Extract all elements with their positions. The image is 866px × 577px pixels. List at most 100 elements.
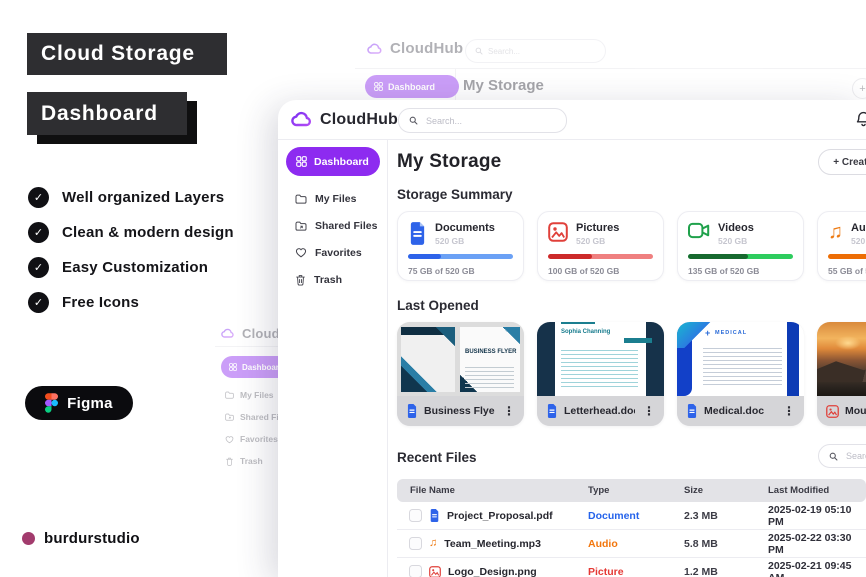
file-size: 1.2 MB <box>684 565 718 577</box>
recent-files-table: File Name Type Size Last Modified P <box>397 479 866 577</box>
section-heading-last-opened: Last Opened <box>397 298 479 313</box>
dashboard-grid-icon <box>374 82 383 91</box>
row-checkbox[interactable] <box>409 509 422 522</box>
check-icon: ✓ <box>28 221 49 243</box>
file-name: Project_Proposal.pdf <box>447 509 553 522</box>
sidebar-item-trash[interactable]: Trash <box>278 266 387 293</box>
folder-icon <box>225 391 234 399</box>
file-size: 2.3 MB <box>684 509 718 522</box>
heart-icon <box>295 248 307 258</box>
divider <box>215 346 305 347</box>
search-icon <box>409 116 418 125</box>
file-modified: 2025-02-22 03:30 PM <box>768 531 852 556</box>
file-card-footer: Business Flyer.svg ⋮ <box>397 396 524 426</box>
summary-card-pictures[interactable]: Pictures 520 GB 100 GB of 520 GB <box>537 211 664 281</box>
nav-label: Dashboard <box>314 155 369 168</box>
card-title: Audio <box>851 222 866 234</box>
file-card-footer: Mount <box>817 396 866 426</box>
studio-dot-icon <box>22 532 35 545</box>
more-options-icon[interactable]: ⋮ <box>783 404 795 418</box>
check-icon: ✓ <box>28 256 49 278</box>
table-header: File Name Type Size Last Modified <box>397 479 866 502</box>
nav-label: Favorites <box>315 246 362 259</box>
header-search[interactable] <box>398 108 567 133</box>
promo-title-line1: Cloud Storage <box>27 33 227 75</box>
file-name: Mount <box>845 405 866 417</box>
nav-label: Dashboard <box>388 81 436 92</box>
file-card-medical[interactable]: + MEDICAL Medical.doc ⋮ <box>677 322 804 426</box>
figma-badge[interactable]: Figma <box>25 386 133 420</box>
card-quota: 520 GB <box>718 236 748 246</box>
check-icon: ✓ <box>28 291 49 313</box>
search-input[interactable] <box>844 450 866 462</box>
picture-file-icon <box>826 404 839 418</box>
document-file-icon <box>547 404 557 418</box>
nav-label: My Files <box>240 390 274 400</box>
file-name: Business Flyer.svg <box>424 405 495 417</box>
file-modified: 2025-02-21 09:45 AM <box>768 559 852 577</box>
card-usage: 55 GB of 520 GB <box>828 266 866 276</box>
feature-item: ✓ Well organized Layers <box>28 186 234 208</box>
row-checkbox[interactable] <box>409 537 422 550</box>
row-checkbox[interactable] <box>409 565 422 577</box>
file-thumbnail: Sophia Channing <box>537 322 664 396</box>
nav-label: Shared Files <box>315 219 378 232</box>
audio-note-icon: ♫ <box>429 537 438 549</box>
ghost-nav-shared-files: Shared Files <box>225 412 291 422</box>
ghost-page-title: My Storage <box>463 77 544 94</box>
progress-fill <box>548 254 593 259</box>
shared-folder-icon <box>295 221 307 231</box>
create-button[interactable]: + Create <box>818 149 866 175</box>
picture-file-icon <box>548 222 568 242</box>
summary-card-videos[interactable]: Videos 520 GB 135 GB of 520 GB <box>677 211 804 281</box>
progress-fill <box>828 254 866 259</box>
ghost-nav-my-files: My Files <box>225 390 274 400</box>
sidebar-item-my-files[interactable]: My Files <box>278 185 387 212</box>
ghost-nav-dashboard: Dashboard <box>365 75 459 98</box>
card-quota: 520 GB <box>851 236 866 246</box>
card-quota: 520 GB <box>435 236 465 246</box>
studio-credit: burdurstudio <box>22 530 140 547</box>
nav-label: Favorites <box>240 434 278 444</box>
file-card-letterhead[interactable]: Sophia Channing Letterhead.doc ⋮ <box>537 322 664 426</box>
table-row[interactable]: Project_Proposal.pdf Document 2.3 MB 202… <box>397 502 866 530</box>
feature-label: Free Icons <box>62 293 140 311</box>
thumb-text: Sophia Channing <box>561 329 611 335</box>
table-row[interactable]: ♫ Team_Meeting.mp3 Audio 5.8 MB 2025-02-… <box>397 530 866 558</box>
feature-list: ✓ Well organized Layers ✓ Clean & modern… <box>28 186 234 326</box>
search-placeholder: Search... <box>488 46 521 56</box>
file-card-mountain[interactable]: Mount <box>817 322 866 426</box>
progress-fill <box>408 254 441 259</box>
figma-label: Figma <box>67 394 113 412</box>
file-thumbnail: + MEDICAL <box>677 322 804 396</box>
feature-item: ✓ Free Icons <box>28 291 234 313</box>
nav-label: Trash <box>240 456 263 466</box>
sidebar-item-dashboard[interactable]: Dashboard <box>286 147 380 176</box>
file-card-business-flyer[interactable]: BUSINESS FLYER Business Flyer.svg ⋮ <box>397 322 524 426</box>
check-icon: ✓ <box>28 186 49 208</box>
search-input[interactable] <box>424 114 538 127</box>
sidebar-item-favorites[interactable]: Favorites <box>278 239 387 266</box>
notifications-bell-icon[interactable] <box>856 111 866 133</box>
progress-fill <box>688 254 748 259</box>
search-icon <box>829 452 838 460</box>
table-row[interactable]: Logo_Design.png Picture 1.2 MB 2025-02-2… <box>397 558 866 577</box>
file-name: Team_Meeting.mp3 <box>444 537 541 550</box>
plus-icon: + <box>852 78 866 99</box>
more-options-icon[interactable]: ⋮ <box>503 404 515 418</box>
sidebar-item-shared-files[interactable]: Shared Files <box>278 212 387 239</box>
recent-files-search[interactable] <box>818 444 866 468</box>
progress-track <box>688 254 793 259</box>
promo-title-line2: Dashboard <box>27 92 187 135</box>
studio-name: burdurstudio <box>44 530 140 547</box>
storage-summary-cards: Documents 520 GB 75 GB of 520 GB <box>397 211 866 281</box>
more-options-icon[interactable]: ⋮ <box>643 404 655 418</box>
file-type: Picture <box>588 565 624 577</box>
summary-card-documents[interactable]: Documents 520 GB 75 GB of 520 GB <box>397 211 524 281</box>
file-type: Audio <box>588 537 618 550</box>
feature-item: ✓ Clean & modern design <box>28 221 234 243</box>
brand-name: CloudHub <box>320 110 399 128</box>
nav-label: My Files <box>315 192 357 205</box>
file-name: Logo_Design.png <box>448 565 537 577</box>
summary-card-audio[interactable]: ♫ Audio 520 GB 55 GB of 520 GB <box>817 211 866 281</box>
